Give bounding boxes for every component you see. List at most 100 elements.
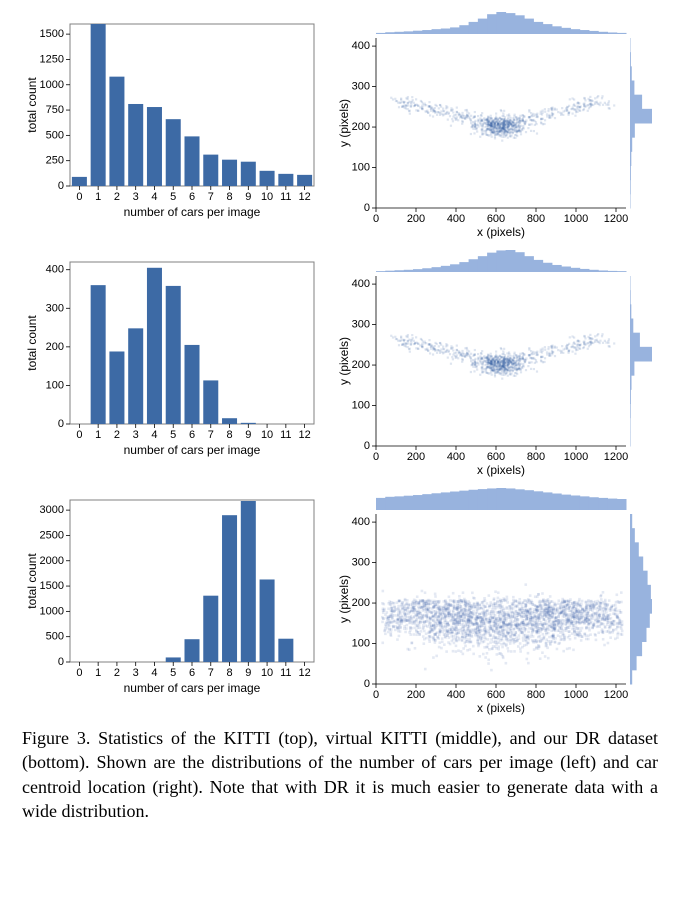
svg-text:1500: 1500 (40, 28, 64, 40)
svg-text:7: 7 (208, 191, 214, 203)
svg-text:1000: 1000 (564, 213, 588, 225)
chart-row: 01234567891011120250500750100012501500nu… (22, 12, 658, 242)
svg-text:2500: 2500 (40, 529, 64, 541)
svg-text:8: 8 (226, 191, 232, 203)
svg-text:12: 12 (298, 667, 310, 679)
svg-text:10: 10 (261, 429, 273, 441)
svg-text:5: 5 (170, 191, 176, 203)
svg-text:1250: 1250 (40, 53, 64, 65)
svg-text:1000: 1000 (40, 605, 64, 617)
svg-text:12: 12 (298, 191, 310, 203)
svg-text:200: 200 (352, 121, 370, 133)
svg-text:y (pixels): y (pixels) (337, 575, 351, 623)
svg-text:100: 100 (46, 379, 64, 391)
svg-text:4: 4 (151, 667, 157, 679)
svg-text:1: 1 (95, 191, 101, 203)
svg-text:0: 0 (76, 429, 82, 441)
svg-text:number of cars per image: number of cars per image (124, 681, 261, 695)
svg-text:4: 4 (151, 429, 157, 441)
svg-text:800: 800 (527, 689, 545, 701)
svg-text:12: 12 (298, 429, 310, 441)
figure-container: 01234567891011120250500750100012501500nu… (0, 0, 680, 859)
svg-text:9: 9 (245, 191, 251, 203)
svg-text:2: 2 (114, 429, 120, 441)
svg-text:0: 0 (364, 202, 370, 214)
svg-text:400: 400 (352, 278, 370, 290)
svg-text:2: 2 (114, 667, 120, 679)
svg-text:400: 400 (352, 40, 370, 52)
svg-text:200: 200 (407, 689, 425, 701)
chart-row: 0123456789101112050010001500200025003000… (22, 488, 658, 718)
svg-text:3: 3 (133, 191, 139, 203)
svg-text:0: 0 (373, 451, 379, 463)
svg-text:total count: total count (25, 553, 39, 609)
svg-text:y (pixels): y (pixels) (337, 99, 351, 147)
svg-text:0: 0 (76, 191, 82, 203)
scatter-panel: 0200400600800100012000100200300400x (pix… (334, 12, 654, 242)
svg-text:x (pixels): x (pixels) (477, 225, 525, 239)
svg-text:total count: total count (25, 77, 39, 133)
svg-text:600: 600 (487, 213, 505, 225)
svg-text:100: 100 (352, 400, 370, 412)
svg-text:1: 1 (95, 667, 101, 679)
svg-text:1000: 1000 (564, 451, 588, 463)
svg-text:400: 400 (352, 516, 370, 528)
svg-text:2: 2 (114, 191, 120, 203)
scatter-panel: 0200400600800100012000100200300400x (pix… (334, 488, 654, 718)
svg-text:9: 9 (245, 667, 251, 679)
svg-text:200: 200 (407, 451, 425, 463)
svg-text:11: 11 (280, 429, 291, 441)
svg-text:300: 300 (352, 557, 370, 569)
svg-text:6: 6 (189, 429, 195, 441)
svg-text:10: 10 (261, 667, 273, 679)
svg-text:1200: 1200 (604, 451, 628, 463)
svg-text:total count: total count (25, 315, 39, 371)
svg-text:500: 500 (46, 631, 64, 643)
svg-text:300: 300 (352, 81, 370, 93)
svg-text:7: 7 (208, 667, 214, 679)
svg-text:0: 0 (76, 667, 82, 679)
svg-text:0: 0 (58, 180, 64, 192)
svg-text:3000: 3000 (40, 504, 64, 516)
scatter-panel: 0200400600800100012000100200300400x (pix… (334, 250, 654, 480)
svg-text:5: 5 (170, 667, 176, 679)
svg-text:7: 7 (208, 429, 214, 441)
svg-text:1200: 1200 (604, 213, 628, 225)
svg-text:0: 0 (364, 440, 370, 452)
svg-text:10: 10 (261, 191, 273, 203)
svg-text:400: 400 (447, 213, 465, 225)
svg-text:8: 8 (226, 429, 232, 441)
svg-text:number of cars per image: number of cars per image (124, 205, 261, 219)
svg-text:1200: 1200 (604, 689, 628, 701)
svg-text:1000: 1000 (564, 689, 588, 701)
svg-text:11: 11 (280, 191, 291, 203)
svg-text:3: 3 (133, 667, 139, 679)
svg-text:250: 250 (46, 155, 64, 167)
svg-text:2000: 2000 (40, 555, 64, 567)
svg-text:100: 100 (352, 638, 370, 650)
svg-text:750: 750 (46, 104, 64, 116)
svg-text:4: 4 (151, 191, 157, 203)
svg-text:number of cars per image: number of cars per image (124, 443, 261, 457)
svg-text:200: 200 (352, 597, 370, 609)
svg-text:9: 9 (245, 429, 251, 441)
svg-text:y (pixels): y (pixels) (337, 337, 351, 385)
histogram-panel: 01234567891011120100200300400number of c… (22, 250, 322, 460)
svg-text:1000: 1000 (40, 79, 64, 91)
svg-text:6: 6 (189, 191, 195, 203)
chart-rows: 01234567891011120250500750100012501500nu… (22, 12, 658, 718)
svg-text:11: 11 (280, 667, 291, 679)
svg-text:0: 0 (364, 678, 370, 690)
svg-text:300: 300 (46, 302, 64, 314)
chart-row: 01234567891011120100200300400number of c… (22, 250, 658, 480)
svg-text:1500: 1500 (40, 580, 64, 592)
svg-text:400: 400 (46, 264, 64, 276)
svg-text:500: 500 (46, 129, 64, 141)
svg-text:5: 5 (170, 429, 176, 441)
svg-text:800: 800 (527, 213, 545, 225)
histogram-panel: 0123456789101112050010001500200025003000… (22, 488, 322, 698)
histogram-panel: 01234567891011120250500750100012501500nu… (22, 12, 322, 222)
svg-text:3: 3 (133, 429, 139, 441)
figure-caption: Figure 3. Statistics of the KITTI (top),… (22, 726, 658, 823)
svg-text:6: 6 (189, 667, 195, 679)
